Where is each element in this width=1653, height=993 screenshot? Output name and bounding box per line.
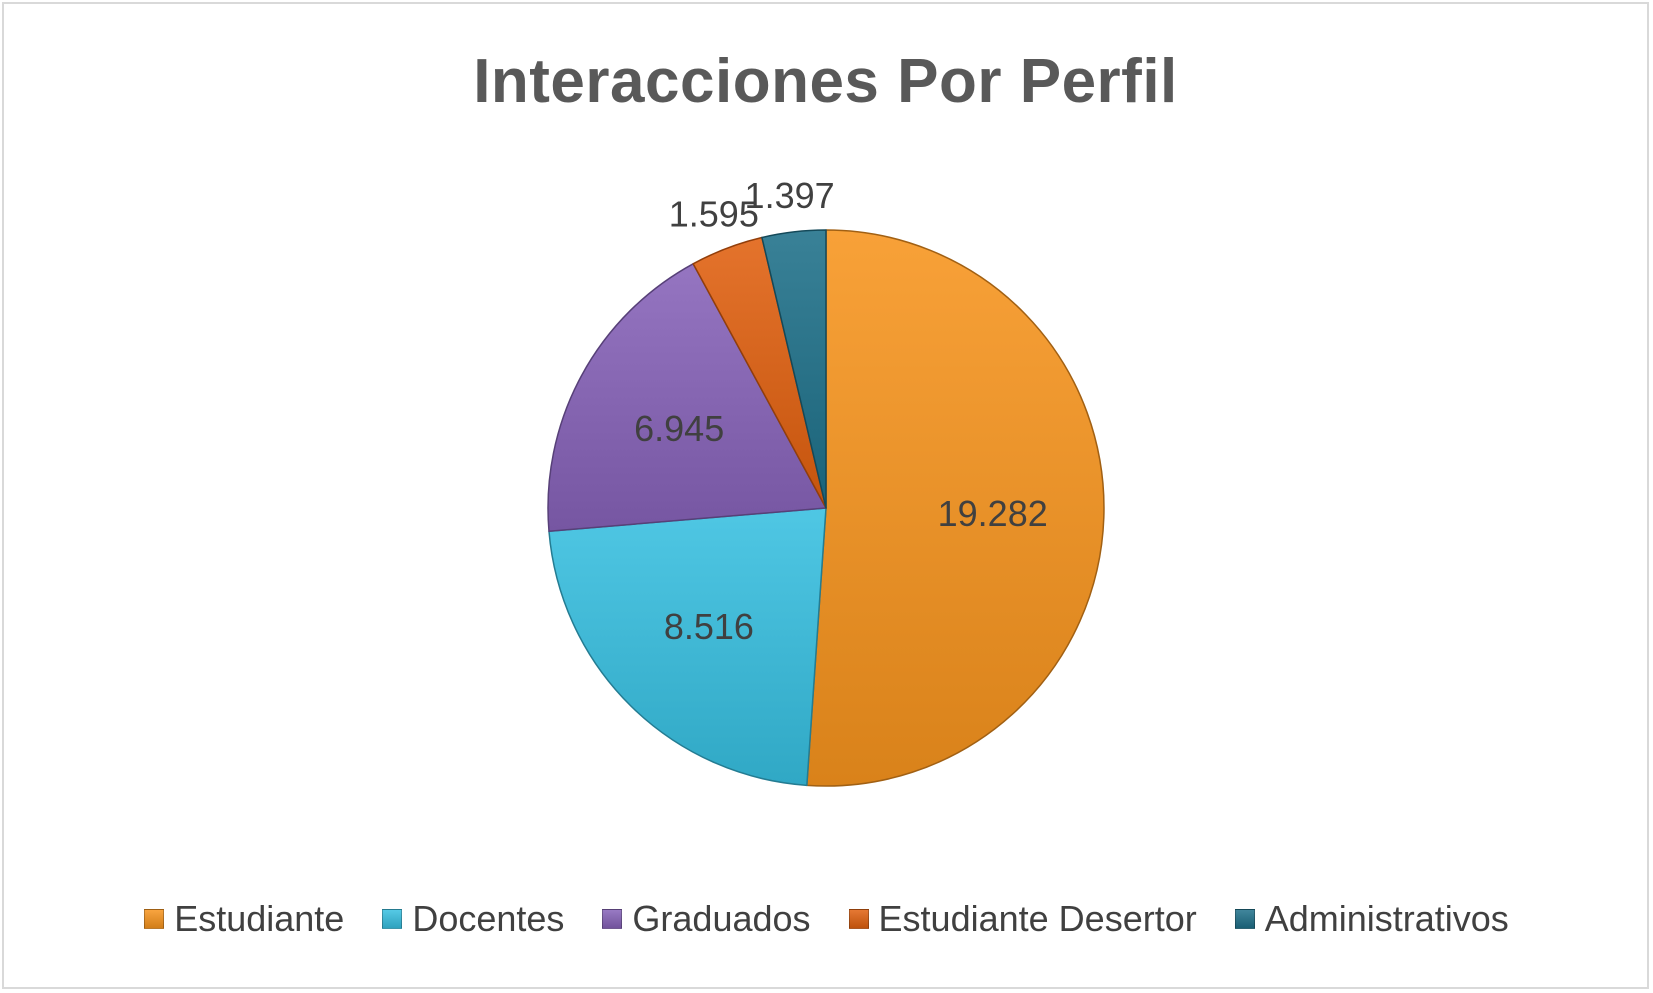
- legend-swatch-graduados: [602, 909, 623, 929]
- legend-swatch-docentes: [382, 909, 403, 929]
- data-label-docentes: 8.516: [664, 606, 754, 647]
- pie-slice-graduados[interactable]: [547, 263, 827, 533]
- legend-label-graduados: Graduados: [632, 898, 811, 939]
- legend-item-administrativos[interactable]: Administrativos: [1234, 898, 1509, 940]
- legend-swatch-estudiante-desertor: [848, 909, 869, 929]
- data-label-estudiante-desertor: 1.595: [669, 194, 759, 235]
- chart-title: Interacciones Por Perfil: [473, 47, 1178, 116]
- pie-slice-docentes[interactable]: [548, 507, 827, 787]
- data-label-administrativos: 1.397: [745, 175, 835, 216]
- legend-item-estudiante[interactable]: Estudiante: [144, 898, 344, 940]
- legend-item-estudiante-desertor[interactable]: Estudiante Desertor: [848, 898, 1197, 940]
- data-label-graduados: 6.945: [634, 408, 724, 449]
- pie-slice-administrativos[interactable]: [761, 229, 827, 509]
- data-label-estudiante: 19.282: [938, 493, 1048, 534]
- legend-label-docentes: Docentes: [412, 898, 565, 939]
- legend-item-docentes[interactable]: Docentes: [382, 898, 564, 940]
- chart-legend: Estudiante Docentes Graduados Estudiante De…: [0, 898, 1653, 940]
- legend-label-estudiante-desertor: Estudiante Desertor: [878, 898, 1197, 939]
- legend-label-estudiante: Estudiante: [174, 898, 345, 939]
- legend-swatch-administrativos: [1234, 909, 1255, 929]
- legend-label-administrativos: Administrativos: [1264, 898, 1509, 939]
- pie-slice-estudiante[interactable]: [806, 229, 1105, 787]
- legend-item-graduados[interactable]: Graduados: [602, 898, 811, 940]
- pie-slices: [547, 229, 1105, 787]
- legend-swatch-estudiante: [144, 909, 165, 929]
